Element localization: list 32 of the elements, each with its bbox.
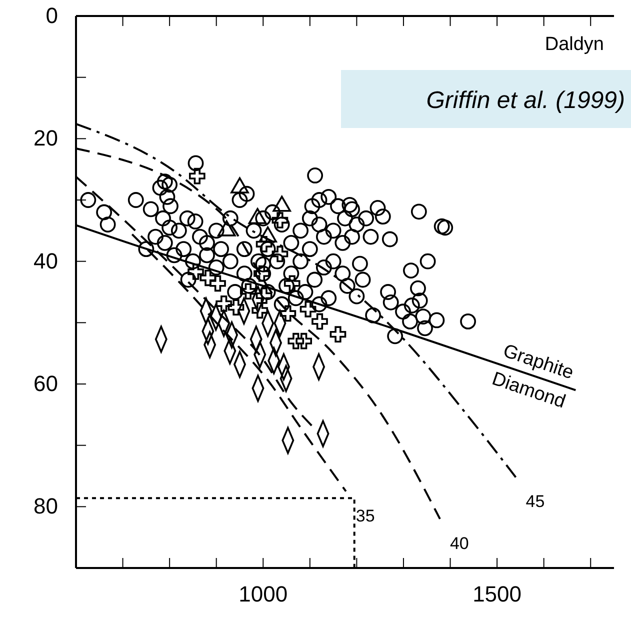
point	[200, 270, 216, 286]
point	[272, 212, 288, 228]
point	[300, 301, 316, 318]
point	[240, 283, 256, 300]
point	[252, 302, 268, 319]
point	[272, 246, 288, 262]
y-tick-label: 60	[34, 371, 58, 396]
point	[228, 299, 244, 316]
y-tick-label: 0	[46, 3, 58, 28]
x-tick-label: 1500	[472, 582, 522, 607]
point	[284, 275, 300, 292]
series-label: 35	[356, 506, 375, 526]
point	[296, 332, 312, 350]
point	[188, 168, 206, 184]
annotation: Griffin et al. (1999)	[426, 87, 625, 114]
annotation: Daldyn	[544, 34, 604, 55]
series-label: 45	[526, 492, 545, 512]
point	[254, 265, 270, 282]
y-tick-label: 20	[34, 126, 58, 151]
y-tick-label: 80	[34, 494, 58, 519]
point	[256, 236, 272, 252]
point	[188, 264, 204, 280]
point	[288, 332, 304, 350]
point	[330, 326, 346, 342]
x-tick-label: 1000	[238, 582, 288, 607]
y-tick-label: 40	[34, 248, 58, 274]
point	[210, 275, 226, 292]
point	[312, 313, 328, 330]
series-label: 40	[450, 534, 469, 553]
point	[216, 295, 232, 312]
point	[280, 305, 296, 322]
point	[256, 288, 272, 304]
